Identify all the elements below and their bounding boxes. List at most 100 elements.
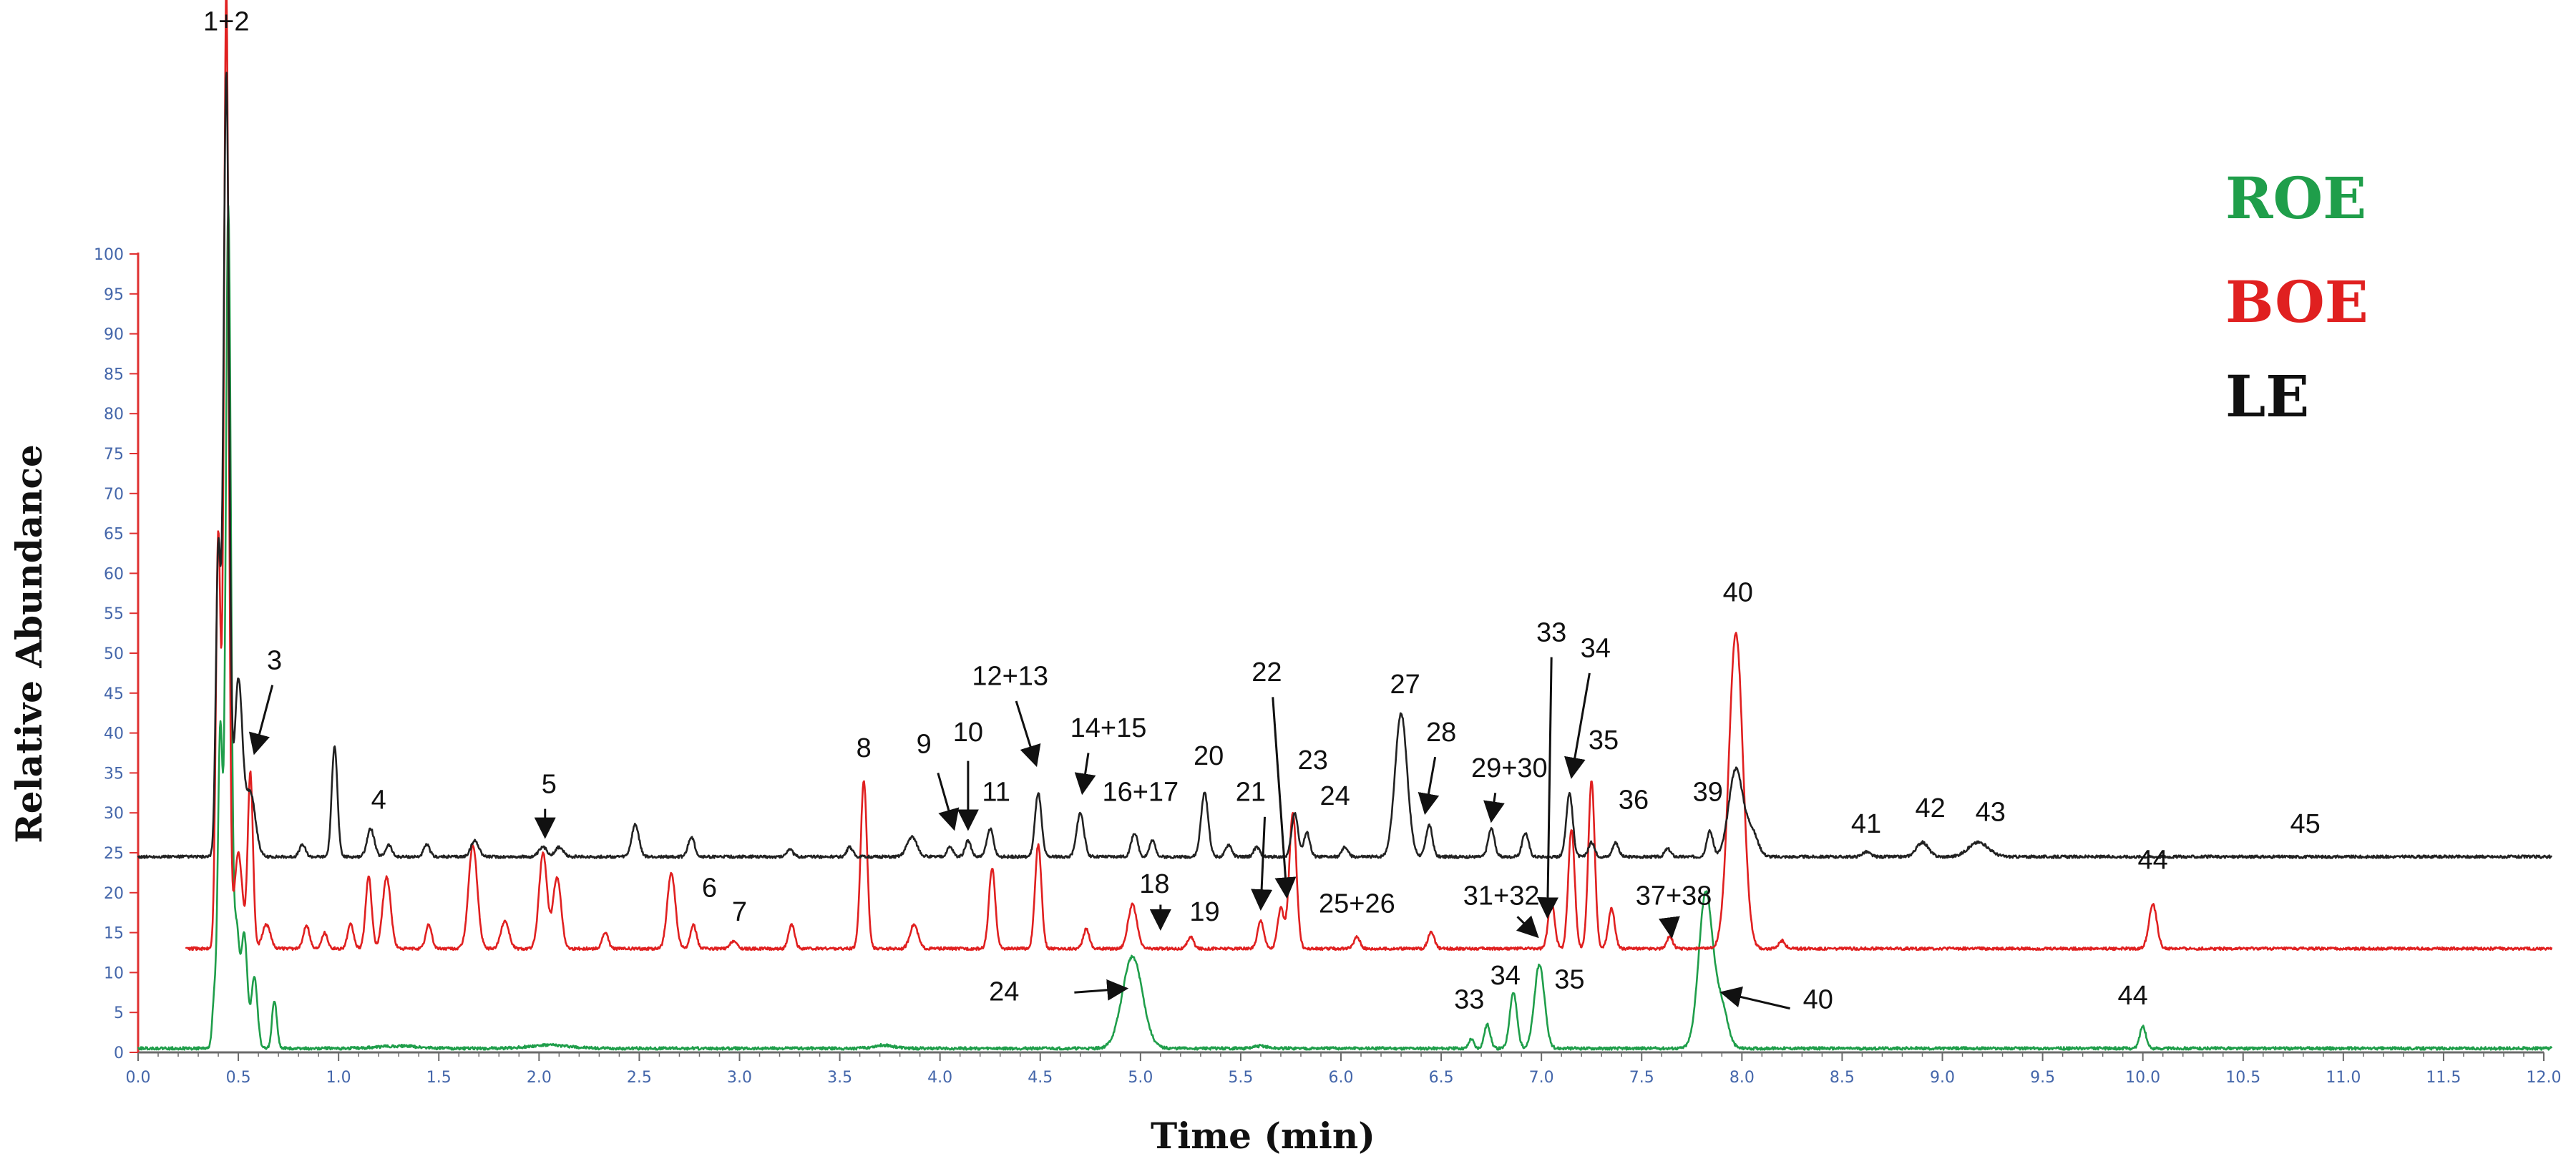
peak-label: 27 <box>1390 670 1420 700</box>
peak-label: 5 <box>542 769 557 799</box>
peak-label: 42 <box>1916 793 1946 823</box>
y-tick-label: 60 <box>104 565 124 583</box>
y-axis-title: Relative Abundance <box>8 444 50 843</box>
x-tick-label: 8.5 <box>1830 1069 1855 1087</box>
peak-label: 24 <box>1319 781 1350 811</box>
x-tick-label: 11.5 <box>2426 1069 2461 1087</box>
x-tick-label: 3.5 <box>827 1069 852 1087</box>
peak-label: 9 <box>917 730 932 760</box>
peak-arrow <box>1251 816 1273 911</box>
peak-label: 33 <box>1454 985 1484 1015</box>
peak-label: 44 <box>2118 981 2148 1011</box>
peak-label: 39 <box>1693 777 1723 807</box>
peak-label: 24 <box>989 977 1019 1007</box>
peak-label: 18 <box>1139 869 1169 899</box>
y-tick-label: 0 <box>114 1045 124 1062</box>
x-tick-label: 0.5 <box>226 1069 251 1087</box>
peak-label: 44 <box>2138 845 2168 875</box>
y-tick-label: 35 <box>104 765 124 783</box>
x-tick-label: 9.0 <box>1930 1069 1955 1087</box>
peak-arrow <box>937 772 960 831</box>
x-tick-label: 11.0 <box>2326 1069 2361 1087</box>
y-tick-label: 80 <box>104 406 124 424</box>
peak-label: 14+15 <box>1070 713 1147 743</box>
peak-label: 10 <box>953 718 983 748</box>
peak-arrow <box>1536 657 1558 919</box>
peak-label: 35 <box>1589 725 1619 755</box>
y-tick-label: 20 <box>104 885 124 903</box>
peak-label: 23 <box>1298 745 1328 776</box>
peak-label: 41 <box>1851 809 1881 839</box>
legend-label-boe: BOE <box>2225 268 2368 336</box>
y-tick-label: 10 <box>104 964 124 982</box>
peak-arrow <box>1015 700 1041 768</box>
peak-label: 34 <box>1491 961 1521 991</box>
x-tick-label: 1.5 <box>426 1069 452 1087</box>
legend: ROE BOE LE <box>2225 165 2368 430</box>
x-tick-label: 5.0 <box>1128 1069 1153 1087</box>
series-line-le <box>137 72 2553 859</box>
peak-arrow <box>1272 697 1297 899</box>
peak-label: 16+17 <box>1102 777 1179 807</box>
peak-label: 37+38 <box>1636 881 1712 911</box>
x-axis-title: Time (min) <box>1151 1115 1375 1157</box>
peak-label: 36 <box>1619 786 1649 816</box>
peak-label: 35 <box>1554 965 1584 995</box>
y-tick-label: 40 <box>104 725 124 743</box>
peak-label: 34 <box>1581 634 1611 664</box>
peak-label: 3 <box>267 645 282 675</box>
x-tick-label: 6.0 <box>1329 1069 1354 1087</box>
peak-label: 28 <box>1426 718 1456 748</box>
x-tick-label: 6.5 <box>1429 1069 1454 1087</box>
y-tick-label: 30 <box>104 805 124 823</box>
peak-arrow <box>1516 915 1539 939</box>
peak-label: 8 <box>857 733 872 763</box>
peak-label: 22 <box>1252 657 1282 688</box>
series-layer <box>137 0 2553 1051</box>
y-tick-label: 5 <box>114 1004 124 1022</box>
y-tick-label: 95 <box>104 286 124 304</box>
peak-label: 1+2 <box>203 7 249 37</box>
peak-arrow <box>1074 753 1096 796</box>
peak-arrow <box>1483 793 1505 823</box>
peak-label: 11 <box>982 777 1010 807</box>
axes-layer: 0.0 0.5 1.0 1.5 2.0 2.5 3.0 3.5 4.0 4.5 5.0 5.5 6.0 6… <box>94 246 2561 1087</box>
peak-arrow <box>1659 916 1680 939</box>
x-tick-label: 9.5 <box>2030 1069 2055 1087</box>
x-tick-label: 7.5 <box>1629 1069 1654 1087</box>
x-tick-label: 10.0 <box>2125 1069 2160 1087</box>
y-tick-label: 100 <box>94 246 124 264</box>
x-tick-label: 2.0 <box>527 1069 552 1087</box>
y-tick-label: 75 <box>104 446 124 464</box>
peak-arrow <box>1418 756 1440 816</box>
peak-arrow <box>248 685 274 755</box>
peak-label: 19 <box>1189 897 1219 927</box>
peak-label: 45 <box>2290 809 2320 839</box>
x-tick-label: 3.0 <box>727 1069 752 1087</box>
peak-label: 29+30 <box>1471 753 1548 783</box>
peak-arrow <box>1074 979 1129 1001</box>
x-tick-label: 4.5 <box>1028 1069 1053 1087</box>
peak-label: 31+32 <box>1463 881 1540 911</box>
peak-label: 6 <box>702 873 717 903</box>
x-tick-label: 12.0 <box>2527 1069 2562 1087</box>
series-line-roe <box>137 205 2553 1051</box>
peak-label: 33 <box>1536 617 1566 647</box>
x-tick-label: 7.0 <box>1529 1069 1554 1087</box>
x-tick-label: 10.5 <box>2225 1069 2260 1087</box>
peak-label: 20 <box>1194 741 1224 771</box>
x-tick-label: 0.0 <box>126 1069 151 1087</box>
peak-label: 12+13 <box>972 662 1048 692</box>
x-tick-label: 5.5 <box>1228 1069 1253 1087</box>
x-tick-label: 2.5 <box>627 1069 652 1087</box>
y-tick-label: 55 <box>104 605 124 623</box>
y-tick-label: 65 <box>104 526 124 544</box>
peak-label: 4 <box>371 786 386 816</box>
peak-label: 21 <box>1236 777 1266 807</box>
y-tick-label: 15 <box>104 925 124 943</box>
y-tick-label: 90 <box>104 326 124 344</box>
series-line-boe <box>185 0 2553 952</box>
legend-label-le: LE <box>2225 363 2309 430</box>
